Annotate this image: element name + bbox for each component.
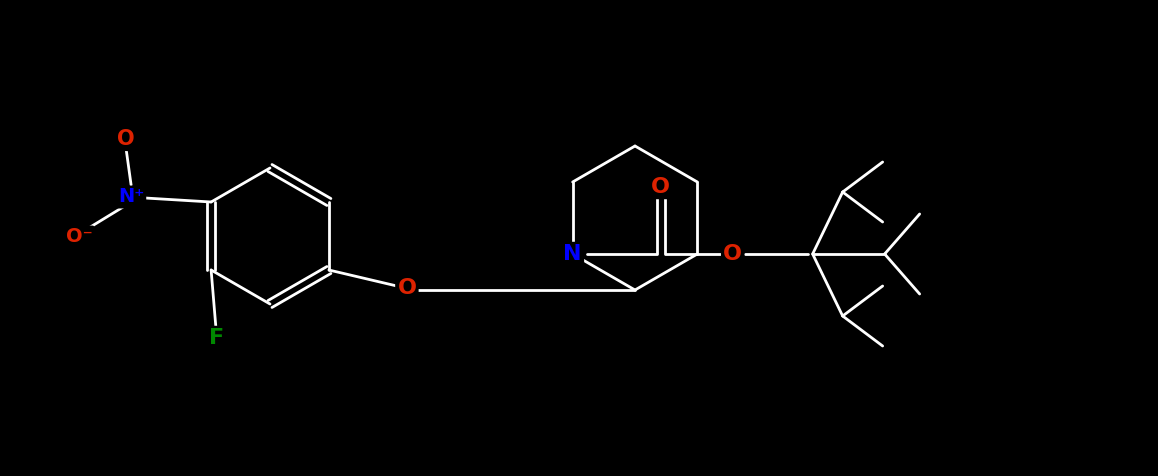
Text: N⁺: N⁺ [118, 188, 145, 207]
Text: N: N [564, 244, 582, 264]
Text: F: F [208, 328, 223, 348]
Text: O⁻: O⁻ [66, 228, 93, 247]
Text: O: O [117, 129, 135, 149]
Text: O: O [397, 278, 417, 298]
Text: O: O [723, 244, 742, 264]
Text: O: O [651, 177, 670, 197]
